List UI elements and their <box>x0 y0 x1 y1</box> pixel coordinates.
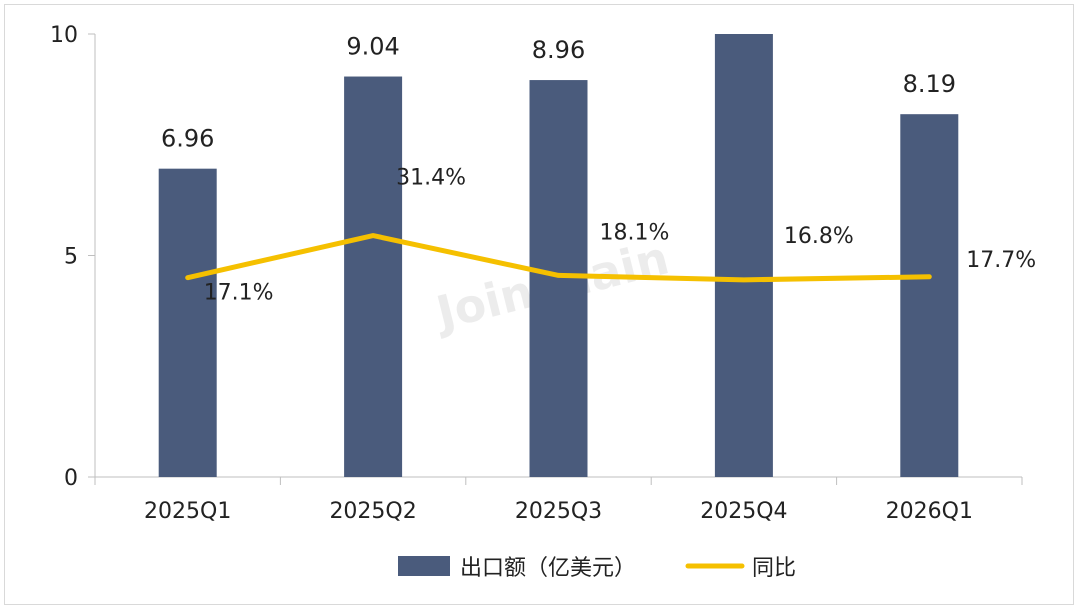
bar-data-label: 6.96 <box>161 125 214 153</box>
bar <box>529 80 588 478</box>
bar-data-label: 8.19 <box>903 70 956 98</box>
line-data-label: 17.1% <box>204 281 274 306</box>
y-tick-label: 0 <box>64 466 78 491</box>
line-data-label: 17.7% <box>966 248 1036 273</box>
bar-data-label: 8.96 <box>532 36 585 64</box>
x-tick-label: 2026Q1 <box>886 499 973 524</box>
y-tick-label: 10 <box>50 23 78 48</box>
legend-label-bar: 出口额（亿美元） <box>460 556 636 581</box>
legend-swatch-bar <box>398 556 450 576</box>
bar <box>900 114 959 478</box>
legend: 出口额（亿美元） 同比 <box>398 556 796 581</box>
bar-data-label: 9.04 <box>346 33 399 61</box>
line-series: 17.1% 31.4% 18.1% 16.8% 17.7% <box>185 166 1036 306</box>
legend-label-line: 同比 <box>752 556 796 581</box>
x-tick-label: 2025Q2 <box>329 499 416 524</box>
bar <box>714 34 773 477</box>
x-tick-label: 2025Q3 <box>515 499 602 524</box>
x-tick-label: 2025Q1 <box>144 499 231 524</box>
bar <box>344 76 403 477</box>
y-tick-label: 5 <box>64 245 78 270</box>
y-axis: 0 5 10 <box>50 23 96 491</box>
bar <box>158 168 217 477</box>
bar-series: 6.96 9.04 8.96 8.19 <box>158 33 959 478</box>
line-data-label: 31.4% <box>396 166 466 191</box>
line-path <box>185 233 932 283</box>
line-data-label: 18.1% <box>600 220 670 245</box>
line-data-label: 16.8% <box>784 224 854 249</box>
x-axis: 2025Q1 2025Q2 2025Q3 2025Q4 2026Q1 <box>94 476 1023 524</box>
x-tick-label: 2025Q4 <box>700 499 787 524</box>
